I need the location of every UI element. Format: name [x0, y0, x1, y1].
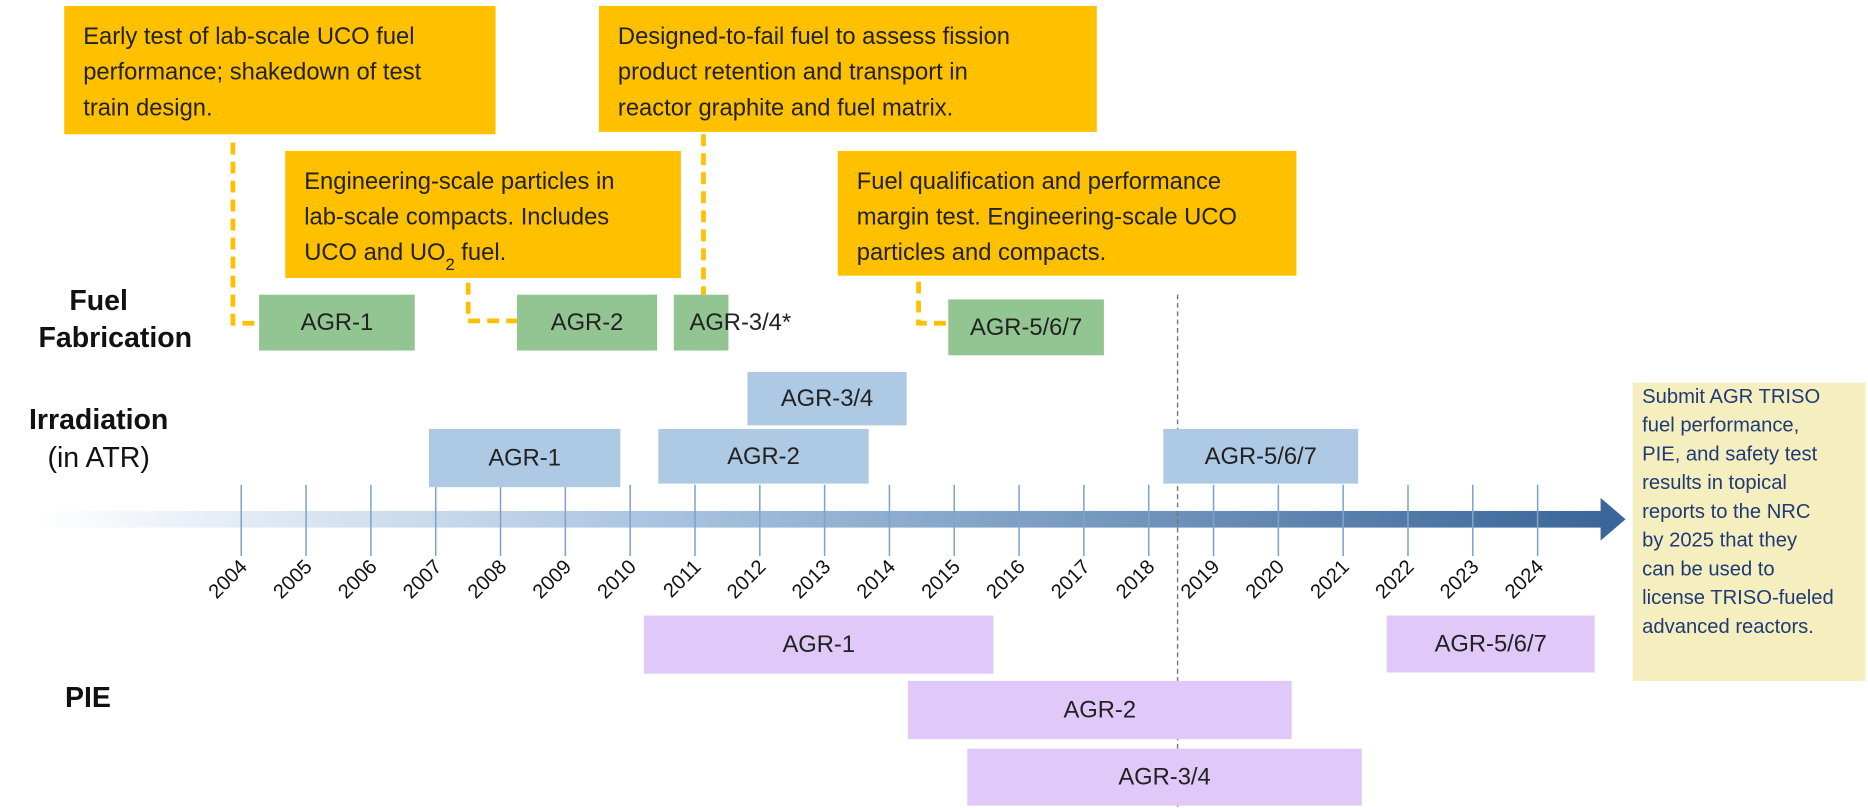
- year-label: 2009: [529, 556, 576, 603]
- callout: Designed-to-fail fuel to assess fission p…: [598, 5, 1097, 132]
- timeline-arrow: [35, 510, 1607, 528]
- note-line: can be used to: [1642, 558, 1774, 580]
- year-label: 2012: [723, 556, 770, 603]
- year-label: 2024: [1501, 556, 1548, 603]
- year-label: 2005: [269, 556, 316, 603]
- callout-box: [285, 150, 681, 279]
- activity-label: AGR-3/4: [1118, 764, 1210, 791]
- connectors: [230, 134, 949, 326]
- callout: Engineering-scale particles in lab-scale …: [285, 150, 681, 279]
- note-line: advanced reactors.: [1642, 616, 1814, 638]
- activity-label: AGR-2: [1063, 696, 1136, 723]
- activity-bar: [259, 294, 415, 351]
- callout-text: train design.: [83, 94, 212, 121]
- year-label: 2017: [1047, 556, 1094, 603]
- callout-text: Early test of lab-scale UCO fuel: [83, 23, 414, 50]
- year-label: 2022: [1371, 556, 1418, 603]
- year-label: 2014: [853, 556, 900, 603]
- callout: Fuel qualification and performance margin…: [837, 150, 1297, 276]
- activity-label: AGR-1: [301, 309, 374, 336]
- callout-text: Engineering-scale particles in: [304, 168, 614, 195]
- activity-label: AGR-3/4*: [689, 309, 791, 336]
- callout-box: [64, 5, 496, 135]
- year-label: 2023: [1436, 556, 1483, 603]
- callout-box: [837, 150, 1297, 276]
- activity-label: AGR-1: [488, 445, 561, 472]
- callout-text-part: UCO and UO: [304, 239, 445, 266]
- note-line: reports to the NRC: [1642, 501, 1810, 523]
- year-label: 2008: [464, 556, 511, 603]
- year-label: 2020: [1242, 556, 1289, 603]
- activity-bar: [1163, 428, 1359, 484]
- activity-bar: [658, 428, 869, 484]
- year-label: 2018: [1112, 556, 1159, 603]
- year-label: 2021: [1307, 556, 1354, 603]
- year-label: 2007: [399, 556, 446, 603]
- callout-text-part: 2: [445, 255, 454, 274]
- note-line: fuel performance,: [1642, 415, 1799, 437]
- callout-text: product retention and transport in: [618, 59, 968, 86]
- activity-bar: [1386, 615, 1595, 673]
- row-label: Fuel: [69, 285, 128, 317]
- callout-text: Fuel qualification and performance: [857, 168, 1221, 195]
- year-label: 2010: [594, 556, 641, 603]
- year-label: 2006: [334, 556, 381, 603]
- activity-label: AGR-5/6/7: [1435, 630, 1547, 657]
- row-label: PIE: [65, 682, 111, 714]
- connector: [230, 142, 260, 326]
- callout-text: UCO and UO2 fuel.: [304, 239, 506, 274]
- callout-text: reactor graphite and fuel matrix.: [618, 94, 953, 121]
- note-line: Submit AGR TRISO: [1642, 386, 1820, 408]
- callout-text: performance; shakedown of test: [83, 59, 421, 86]
- row-label: Irradiation: [29, 404, 168, 436]
- year-label: 2013: [788, 556, 835, 603]
- year-label: 2004: [205, 556, 252, 603]
- note-line: PIE, and safety test: [1642, 443, 1817, 465]
- callout-box: [598, 5, 1097, 132]
- callout-text: lab-scale compacts. Includes: [304, 204, 609, 231]
- year-label: 2019: [1177, 556, 1224, 603]
- activity-bar: [948, 299, 1104, 356]
- note-text: Submit AGR TRISO fuel performance, PIE, an…: [1642, 386, 1833, 638]
- year-label: 2011: [659, 556, 705, 602]
- row-label: Fabrication: [39, 322, 193, 354]
- activity-bar: [516, 294, 658, 351]
- activity-label: AGR-1: [782, 631, 855, 658]
- connector: [465, 282, 517, 324]
- row-label: (in ATR): [47, 442, 149, 474]
- activity-label: AGR-2: [727, 443, 800, 470]
- callout-text: particles and compacts.: [857, 239, 1106, 266]
- activity-bar: [673, 294, 729, 351]
- activity-label: AGR-5/6/7: [1205, 443, 1317, 470]
- activity-bar: [429, 428, 621, 488]
- callout-text-part: fuel.: [455, 239, 507, 266]
- year-label: 2016: [982, 556, 1029, 603]
- activity-bar: [907, 680, 1292, 740]
- connector: [916, 281, 949, 326]
- note-line: results in topical: [1642, 472, 1787, 494]
- activity-bar: [747, 371, 907, 426]
- activity-label: AGR-5/6/7: [970, 314, 1082, 341]
- year-ticks: [240, 484, 1539, 557]
- year-label: 2015: [918, 556, 965, 603]
- callout-text: Designed-to-fail fuel to assess fission: [618, 23, 1010, 50]
- callout-text: margin test. Engineering-scale UCO: [857, 204, 1237, 231]
- note-line: license TRISO-fueled: [1642, 587, 1833, 609]
- activity-label: AGR-3/4: [781, 385, 873, 412]
- callout: Early test of lab-scale UCO fuel performa…: [64, 5, 496, 135]
- arrowhead: [1600, 497, 1626, 541]
- activity-bar: [967, 748, 1362, 806]
- activity-bar: [644, 615, 994, 674]
- note-box: [1632, 382, 1866, 681]
- note-line: by 2025 that they: [1642, 530, 1798, 552]
- activity-label: AGR-2: [551, 309, 624, 336]
